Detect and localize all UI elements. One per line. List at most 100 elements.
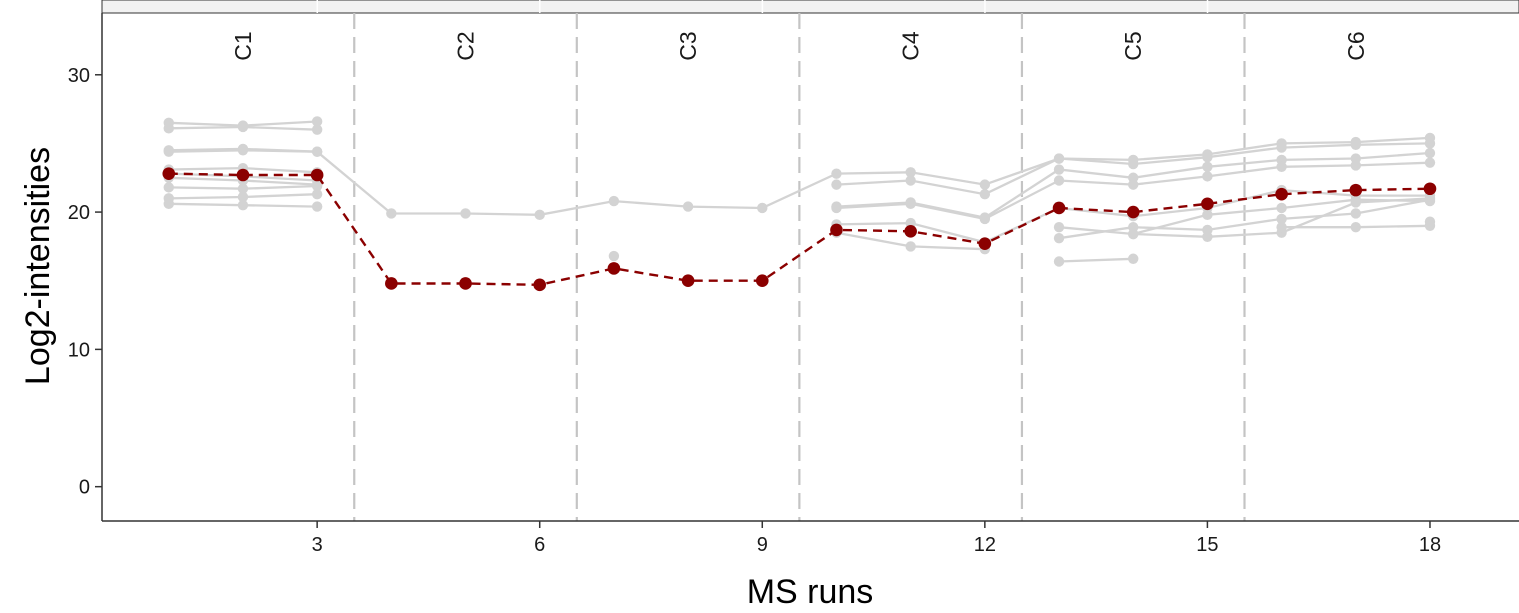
condition-labels: C1 C2 C3 C4 C5 C6: [230, 31, 1369, 61]
condition-label: C3: [675, 31, 701, 60]
condition-dividers: [316, 0, 1246, 521]
summary-point: [1201, 197, 1214, 211]
feature-point: [757, 202, 768, 214]
y-axis-ticks: 0 10 20 30: [68, 65, 102, 499]
feature-point: [1053, 221, 1065, 233]
feature-point: [831, 202, 842, 214]
strip-band: [101, 0, 1519, 14]
feature-point: [311, 201, 323, 212]
summary-point: [830, 223, 843, 237]
feature-point: [534, 209, 545, 221]
feature-point: [1053, 232, 1065, 244]
feature-point: [831, 168, 842, 179]
feature-point: [460, 208, 471, 219]
feature-point: [311, 124, 323, 135]
feature-point: [1424, 193, 1436, 204]
condition-label: C6: [1343, 31, 1369, 60]
feature-point: [1276, 202, 1287, 214]
feature-point: [1424, 138, 1436, 149]
summary-point: [1349, 183, 1363, 197]
summary-point: [162, 167, 176, 180]
feature-point: [905, 167, 916, 178]
feature-point: [608, 250, 620, 262]
summary-point: [1052, 201, 1066, 215]
feature-point: [1128, 158, 1139, 170]
feature-point: [979, 213, 991, 225]
summary-point: [1275, 187, 1288, 201]
feature-point: [1276, 213, 1287, 225]
summary-point: [236, 168, 250, 182]
y-tick-label: 20: [68, 202, 90, 224]
x-axis-ticks: 3 6 9 12 15 18: [312, 521, 1441, 556]
feature-point: [163, 198, 174, 210]
feature-point: [1202, 151, 1213, 163]
y-axis-title: Log2-intensities: [19, 147, 57, 385]
feature-point: [163, 146, 174, 157]
summary-point: [681, 274, 695, 288]
condition-label: C5: [1120, 31, 1146, 60]
feature-point: [311, 180, 323, 192]
feature-point: [1350, 139, 1361, 151]
feature-point: [1276, 161, 1287, 172]
feature-point: [1350, 208, 1361, 219]
condition-label: C2: [453, 31, 479, 60]
feature-point: [1053, 153, 1065, 164]
feature-point: [237, 191, 249, 203]
y-tick-label: 10: [68, 339, 90, 361]
x-tick-label: 6: [534, 534, 545, 556]
summary-point: [607, 262, 621, 275]
y-tick-label: 0: [79, 477, 90, 499]
feature-point: [979, 189, 991, 200]
summary-point: [755, 274, 769, 288]
feature-point: [311, 146, 323, 157]
x-tick-label: 9: [757, 534, 768, 556]
feature-point: [1128, 228, 1139, 240]
feature-point: [163, 123, 174, 134]
feature-point: [1424, 216, 1436, 227]
feature-point: [237, 200, 249, 211]
condition-label: C4: [898, 31, 924, 61]
feature-line: [1058, 198, 1431, 240]
feature-line: [1058, 198, 1431, 236]
summary-line: [162, 167, 1437, 292]
feature-point: [682, 201, 694, 212]
feature-point: [905, 198, 916, 210]
feature-point: [979, 179, 991, 190]
feature-line: [168, 136, 1431, 216]
feature-point: [831, 179, 842, 190]
feature-point: [1276, 221, 1287, 233]
summary-point: [1126, 205, 1140, 219]
feature-point: [1350, 221, 1361, 233]
feature-point: [1202, 231, 1213, 242]
feature-point: [311, 116, 323, 127]
feature-point: [311, 189, 323, 200]
feature-point: [1202, 171, 1213, 182]
axes: [101, 13, 1519, 522]
x-tick-label: 18: [1419, 534, 1441, 556]
feature-point: [1276, 142, 1287, 153]
feature-point: [1202, 161, 1213, 172]
feature-point: [163, 182, 174, 193]
feature-point: [608, 195, 620, 207]
summary-point: [533, 278, 547, 292]
feature-point: [1053, 164, 1065, 175]
summary-point: [1423, 182, 1437, 196]
feature-point: [1424, 157, 1436, 168]
feature-point: [1053, 175, 1065, 186]
summary-point: [385, 277, 398, 290]
x-tick-label: 15: [1196, 534, 1218, 556]
summary-point: [978, 237, 992, 250]
feature-point: [237, 183, 249, 194]
feature-point: [1424, 147, 1436, 159]
feature-point: [386, 208, 397, 219]
x-axis-title: MS runs: [747, 573, 874, 611]
summary-point: [310, 168, 324, 182]
feature-point: [905, 175, 916, 186]
condition-label: C1: [230, 31, 256, 60]
summary-point: [459, 277, 472, 290]
feature-point: [237, 145, 249, 156]
feature-point: [905, 241, 916, 252]
summary-path: [168, 172, 1431, 287]
feature-point: [1128, 253, 1139, 264]
